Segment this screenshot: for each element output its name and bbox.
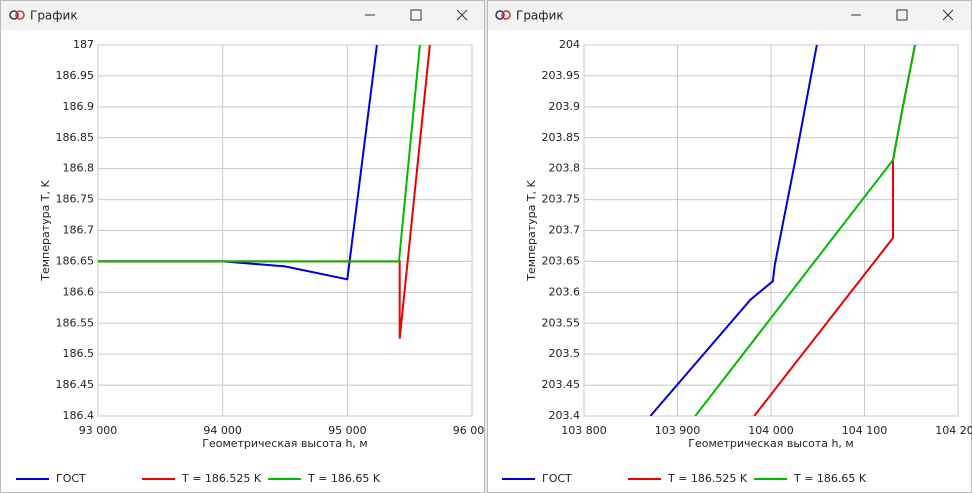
plot-lines: [649, 45, 916, 416]
x-axis-label: Геометрическая высота h, м: [202, 437, 367, 450]
y-tick-label: 203.6: [549, 285, 581, 298]
x-tick-label: 104 200: [935, 424, 972, 437]
y-tick-label: 186.8: [63, 162, 95, 175]
y-tick-label: 203.95: [542, 69, 581, 82]
x-tick-label: 95 000: [328, 424, 367, 437]
y-tick-label: 203.45: [542, 378, 581, 391]
y-tick-label: 203.55: [542, 316, 581, 329]
legend-label: T = 186.65 K: [793, 472, 867, 485]
y-tick-label: 203.9: [549, 100, 581, 113]
x-tick-label: 93 000: [79, 424, 118, 437]
legend-label: ГОСТ: [542, 472, 572, 485]
x-tick-label: 104 000: [748, 424, 794, 437]
legend-label: T = 186.525 K: [667, 472, 748, 485]
y-tick-label: 186.6: [63, 285, 95, 298]
app-icon: [495, 10, 511, 20]
close-button[interactable]: [456, 9, 468, 21]
y-tick-label: 203.7: [549, 224, 581, 237]
x-tick-label: 103 900: [655, 424, 701, 437]
plot-lines: [98, 45, 431, 339]
maximize-button[interactable]: [410, 9, 422, 21]
series-line: [694, 45, 916, 416]
y-tick-label: 203.65: [542, 254, 581, 267]
legend-label: T = 186.525 K: [181, 472, 262, 485]
y-tick-label: 186.85: [56, 131, 95, 144]
close-button[interactable]: [942, 9, 954, 21]
series-line: [98, 45, 421, 263]
y-tick-label: 203.4: [549, 409, 581, 422]
y-tick-label: 203.85: [542, 131, 581, 144]
y-tick-label: 186.65: [56, 254, 95, 267]
x-tick-label: 104 100: [842, 424, 888, 437]
series-line: [649, 45, 818, 416]
x-tick-label: 96 000: [453, 424, 492, 437]
maximize-button[interactable]: [896, 9, 908, 21]
y-tick-label: 186.5: [63, 347, 95, 360]
y-tick-label: 186.7: [63, 224, 95, 237]
title-bar: [488, 1, 971, 30]
y-tick-label: 186.55: [56, 316, 95, 329]
legend-label: T = 186.65 K: [307, 472, 381, 485]
window: График 186.4 186.45 186.5 186.55 186.6 186.65…: [0, 0, 492, 493]
window-title: График: [516, 9, 564, 23]
y-tick-label: 203.75: [542, 193, 581, 206]
y-tick-label: 204: [559, 38, 580, 51]
window: График 203.4 203.45 203.5 203.55 203.6 203.65…: [487, 0, 972, 493]
y-tick-label: 186.4: [63, 409, 95, 422]
y-axis-label: Температура T, K: [39, 179, 52, 281]
app-icon: [9, 10, 25, 20]
y-tick-label: 186.75: [56, 193, 95, 206]
y-tick-label: 203.5: [549, 347, 581, 360]
x-tick-label: 94 000: [203, 424, 242, 437]
y-tick-label: 203.8: [549, 162, 581, 175]
y-tick-label: 186.45: [56, 378, 95, 391]
x-axis-label: Геометрическая высота h, м: [688, 437, 853, 450]
y-axis-label: Температура T, K: [525, 179, 538, 281]
y-tick-label: 187: [73, 38, 94, 51]
legend-label: ГОСТ: [56, 472, 86, 485]
title-bar: [1, 1, 484, 30]
y-tick-label: 186.95: [56, 69, 95, 82]
y-tick-label: 186.9: [63, 100, 95, 113]
window-title: График: [30, 9, 78, 23]
x-tick-label: 103 800: [561, 424, 607, 437]
